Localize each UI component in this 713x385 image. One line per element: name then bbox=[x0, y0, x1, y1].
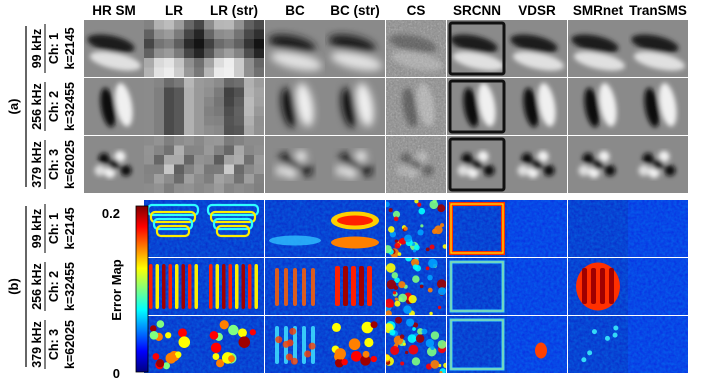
sm-tile bbox=[628, 78, 688, 135]
sm-tile bbox=[386, 20, 446, 77]
sm-tile bbox=[204, 136, 264, 193]
sm-tile bbox=[447, 78, 507, 135]
error-map-tile bbox=[204, 258, 264, 315]
sm-tile bbox=[507, 78, 567, 135]
error-map-tile bbox=[265, 316, 325, 373]
sm-tile bbox=[325, 20, 385, 77]
sm-tile bbox=[568, 20, 628, 77]
row-label-line3: k=62025 bbox=[63, 320, 77, 369]
sm-tile bbox=[447, 136, 507, 193]
error-map-tile bbox=[144, 258, 204, 315]
column-header: BC bbox=[285, 3, 305, 18]
error-map-tile bbox=[325, 316, 385, 373]
error-map-tile bbox=[447, 316, 507, 373]
sm-tile bbox=[84, 78, 144, 135]
error-map-tile bbox=[325, 200, 385, 257]
panel-label: (a) bbox=[6, 99, 21, 115]
sm-tile bbox=[568, 136, 628, 193]
sm-tile bbox=[144, 136, 204, 193]
row-label-freq: 379 kHz bbox=[30, 141, 44, 188]
error-map-tile bbox=[265, 200, 325, 257]
error-map-tile bbox=[265, 258, 325, 315]
error-map-tile bbox=[386, 200, 446, 257]
sm-tile bbox=[84, 136, 144, 193]
colorbar-max-label: 0.2 bbox=[102, 206, 120, 221]
colorbar-min-label: 0 bbox=[113, 366, 120, 381]
error-map-tile bbox=[447, 258, 507, 315]
row-label-line2: Ch: 3 bbox=[47, 149, 61, 180]
sm-tile bbox=[265, 136, 325, 193]
error-map-tile bbox=[507, 258, 567, 315]
panel-label: (b) bbox=[6, 278, 21, 295]
column-header: TranSMS bbox=[629, 3, 687, 18]
row-label-freq: 99 kHz bbox=[30, 29, 44, 69]
error-map-tile bbox=[568, 200, 628, 257]
row-label-line2: Ch: 3 bbox=[47, 329, 61, 360]
error-map-tile bbox=[628, 200, 688, 257]
sm-tile bbox=[204, 78, 264, 135]
sm-tile bbox=[144, 20, 204, 77]
error-map-tile bbox=[386, 316, 446, 373]
row-label-line2: Ch: 2 bbox=[47, 271, 61, 302]
row-label-freq: 256 kHz bbox=[30, 263, 44, 310]
row-label-line2: Ch: 1 bbox=[47, 33, 61, 64]
error-map-tile bbox=[204, 316, 264, 373]
column-header: SMRnet bbox=[573, 3, 624, 18]
sm-tile bbox=[628, 136, 688, 193]
column-header: LR (str) bbox=[210, 3, 258, 18]
sm-tile bbox=[507, 136, 567, 193]
row-label-freq: 99 kHz bbox=[30, 209, 44, 249]
error-colorbar: 0.2 0 Error Map bbox=[102, 205, 149, 381]
error-map-tile bbox=[325, 258, 385, 315]
sm-tile bbox=[628, 20, 688, 77]
column-header: HR SM bbox=[92, 3, 136, 18]
sm-tile bbox=[325, 136, 385, 193]
sm-tile bbox=[204, 20, 264, 77]
column-header: BC (str) bbox=[330, 3, 380, 18]
column-header: VDSR bbox=[518, 3, 556, 18]
error-map-tile bbox=[447, 200, 507, 257]
panel-labels: (a) (b) bbox=[6, 26, 27, 367]
row-label-line2: Ch: 1 bbox=[47, 213, 61, 244]
row-label-freq: 379 kHz bbox=[30, 321, 44, 368]
row-label-line3: k=32455 bbox=[63, 262, 77, 311]
column-header: CS bbox=[407, 3, 426, 18]
error-map-tile bbox=[628, 258, 688, 315]
error-map-tile bbox=[204, 200, 264, 257]
row-label-freq: 256 kHz bbox=[30, 83, 44, 130]
error-map-tile bbox=[507, 316, 567, 373]
error-map-tile bbox=[144, 200, 204, 257]
error-map-tile bbox=[144, 316, 204, 373]
sm-tile bbox=[84, 20, 144, 77]
error-map-tile bbox=[628, 316, 688, 373]
image-grid bbox=[84, 20, 688, 373]
sm-tile bbox=[265, 20, 325, 77]
error-map-tile bbox=[568, 258, 628, 315]
sm-tile bbox=[507, 20, 567, 77]
row-label-line3: k=2145 bbox=[63, 207, 77, 249]
sm-tile bbox=[386, 78, 446, 135]
sm-tile bbox=[386, 136, 446, 193]
sm-tile bbox=[325, 78, 385, 135]
row-label-line2: Ch: 2 bbox=[47, 91, 61, 122]
colorbar-gradient bbox=[135, 205, 149, 373]
error-map-tile bbox=[386, 258, 446, 315]
sm-tile bbox=[144, 78, 204, 135]
row-label-line3: k=2145 bbox=[63, 27, 77, 69]
error-map-tile bbox=[568, 316, 628, 373]
sm-tile bbox=[265, 78, 325, 135]
column-header: LR bbox=[165, 3, 183, 18]
sm-tile bbox=[568, 78, 628, 135]
row-label-line3: k=32455 bbox=[63, 82, 77, 131]
column-header: SRCNN bbox=[453, 3, 501, 18]
column-headers: HR SM LR LR (str) BC BC (str) CS SRCNN VDSR SMRn… bbox=[92, 3, 687, 18]
colorbar-title: Error Map bbox=[109, 259, 124, 320]
row-label-line3: k=62025 bbox=[63, 140, 77, 189]
error-map-tile bbox=[507, 200, 567, 257]
sm-tile bbox=[447, 20, 507, 77]
